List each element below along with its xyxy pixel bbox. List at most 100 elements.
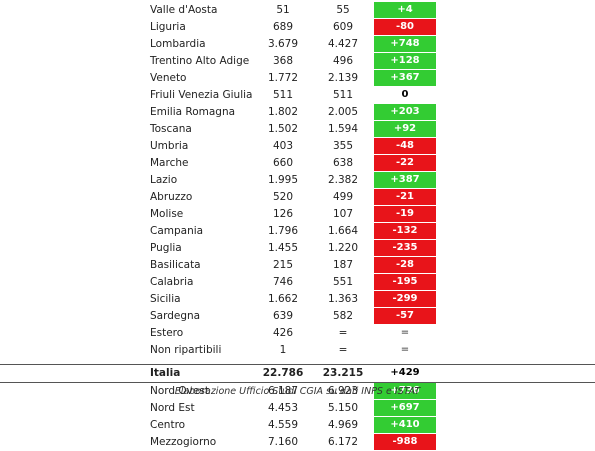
value-first-period: 7.160 [267, 436, 299, 448]
region-name: Non ripartibili [150, 344, 222, 356]
value-second-period: 55 [336, 4, 350, 16]
region-name: Molise [150, 208, 184, 220]
value-first-period: 22.786 [262, 367, 304, 379]
value-second-period: 499 [332, 191, 354, 203]
region-name: Lombardia [150, 38, 206, 50]
value-first-period: 126 [272, 208, 294, 220]
table-row: Molise 126 107 -19 [0, 206, 595, 223]
table-row: Veneto 1.772 2.139 +367 [0, 70, 595, 87]
delta-badge: -48 [374, 138, 436, 154]
value-first-period: 1 [279, 344, 287, 356]
value-first-period: 511 [272, 89, 294, 101]
table-row: Toscana 1.502 1.594 +92 [0, 121, 595, 138]
region-name: Estero [150, 327, 184, 339]
region-name: Umbria [150, 140, 189, 152]
value-second-period: 6.923 [327, 385, 359, 397]
value-first-period: 1.802 [267, 106, 299, 118]
value-second-period: = [338, 344, 348, 356]
value-second-period: 1.664 [327, 225, 359, 237]
region-name: Basilicata [150, 259, 201, 271]
region-name: Centro [150, 419, 186, 431]
value-first-period: 3.679 [267, 38, 299, 50]
delta-badge: -57 [374, 308, 436, 324]
region-name: Lazio [150, 174, 178, 186]
value-first-period: 6.187 [267, 385, 299, 397]
delta-badge: +429 [390, 367, 420, 378]
value-second-period: 4.969 [327, 419, 359, 431]
table-row: Puglia 1.455 1.220 -235 [0, 240, 595, 257]
delta-badge: +4 [374, 2, 436, 18]
value-first-period: 51 [276, 4, 290, 16]
value-first-period: 426 [272, 327, 294, 339]
value-first-period: 660 [272, 157, 294, 169]
region-name: Sicilia [150, 293, 181, 305]
region-name: Emilia Romagna [150, 106, 236, 118]
delta-badge: +203 [374, 104, 436, 120]
value-first-period: 1.662 [267, 293, 299, 305]
region-name: Toscana [150, 123, 192, 135]
region-name: Sardegna [150, 310, 201, 322]
table-row: Mezzogiorno 7.160 6.172 -988 [0, 434, 595, 451]
region-name: Liguria [150, 21, 186, 33]
table-row: Centro 4.559 4.969 +410 [0, 417, 595, 434]
value-second-period: 107 [332, 208, 354, 220]
delta-badge: +410 [374, 417, 436, 433]
value-first-period: 403 [272, 140, 294, 152]
table-row: Sicilia 1.662 1.363 -299 [0, 291, 595, 308]
table-row: Nord Ovest 6.187 6.923 +736 [0, 383, 595, 400]
value-second-period: 23.215 [322, 367, 364, 379]
table-row: Emilia Romagna 1.802 2.005 +203 [0, 104, 595, 121]
delta-badge: -299 [374, 291, 436, 307]
table-row: Friuli Venezia Giulia 511 511 0 [0, 87, 595, 104]
value-first-period: 4.559 [267, 419, 299, 431]
region-name: Nord Est [150, 402, 195, 414]
region-name: Nord Ovest [150, 385, 209, 397]
value-first-period: 1.502 [267, 123, 299, 135]
value-second-period: 511 [332, 89, 354, 101]
value-second-period: 496 [332, 55, 354, 67]
value-second-period: 1.363 [327, 293, 359, 305]
delta-badge: -132 [374, 223, 436, 239]
table-row: Calabria 746 551 -195 [0, 274, 595, 291]
value-second-period: 1.594 [327, 123, 359, 135]
delta-badge: -235 [374, 240, 436, 256]
table-row: Basilicata 215 187 -28 [0, 257, 595, 274]
table-row: Lazio 1.995 2.382 +387 [0, 172, 595, 189]
value-second-period: 355 [332, 140, 354, 152]
table-row: Abruzzo 520 499 -21 [0, 189, 595, 206]
delta-badge: +748 [374, 36, 436, 52]
table-row: Nord Est 4.453 5.150 +697 [0, 400, 595, 417]
delta-badge: -19 [374, 206, 436, 222]
value-second-period: 4.427 [327, 38, 359, 50]
region-name: Veneto [150, 72, 187, 84]
table-row: Marche 660 638 -22 [0, 155, 595, 172]
region-name: Valle d'Aosta [150, 4, 218, 16]
value-second-period: 609 [332, 21, 354, 33]
value-second-period: 5.150 [327, 402, 359, 414]
value-first-period: 1.796 [267, 225, 299, 237]
region-name: Trentino Alto Adige [150, 55, 250, 67]
region-name: Abruzzo [150, 191, 193, 203]
delta-badge: = [400, 327, 410, 338]
region-name: Friuli Venezia Giulia [150, 89, 253, 101]
table-row: Valle d'Aosta 51 55 +4 [0, 2, 595, 19]
table-row: Sardegna 639 582 -57 [0, 308, 595, 325]
source-note: Elaborazione Ufficio Studi CGIA su dati … [174, 386, 421, 397]
value-first-period: 746 [272, 276, 294, 288]
value-second-period: 551 [332, 276, 354, 288]
value-second-period: 638 [332, 157, 354, 169]
delta-badge: +367 [374, 70, 436, 86]
value-second-period: = [338, 327, 348, 339]
table-row: Campania 1.796 1.664 -132 [0, 223, 595, 240]
value-second-period: 582 [332, 310, 354, 322]
value-second-period: 2.382 [327, 174, 359, 186]
value-first-period: 368 [272, 55, 294, 67]
total-row: Italia 22.786 23.215 +429 [0, 364, 595, 383]
value-second-period: 6.172 [327, 436, 359, 448]
delta-badge: 0 [374, 87, 436, 103]
region-name: Italia [150, 367, 181, 379]
value-second-period: 187 [332, 259, 354, 271]
value-first-period: 215 [272, 259, 294, 271]
delta-badge: +92 [374, 121, 436, 137]
